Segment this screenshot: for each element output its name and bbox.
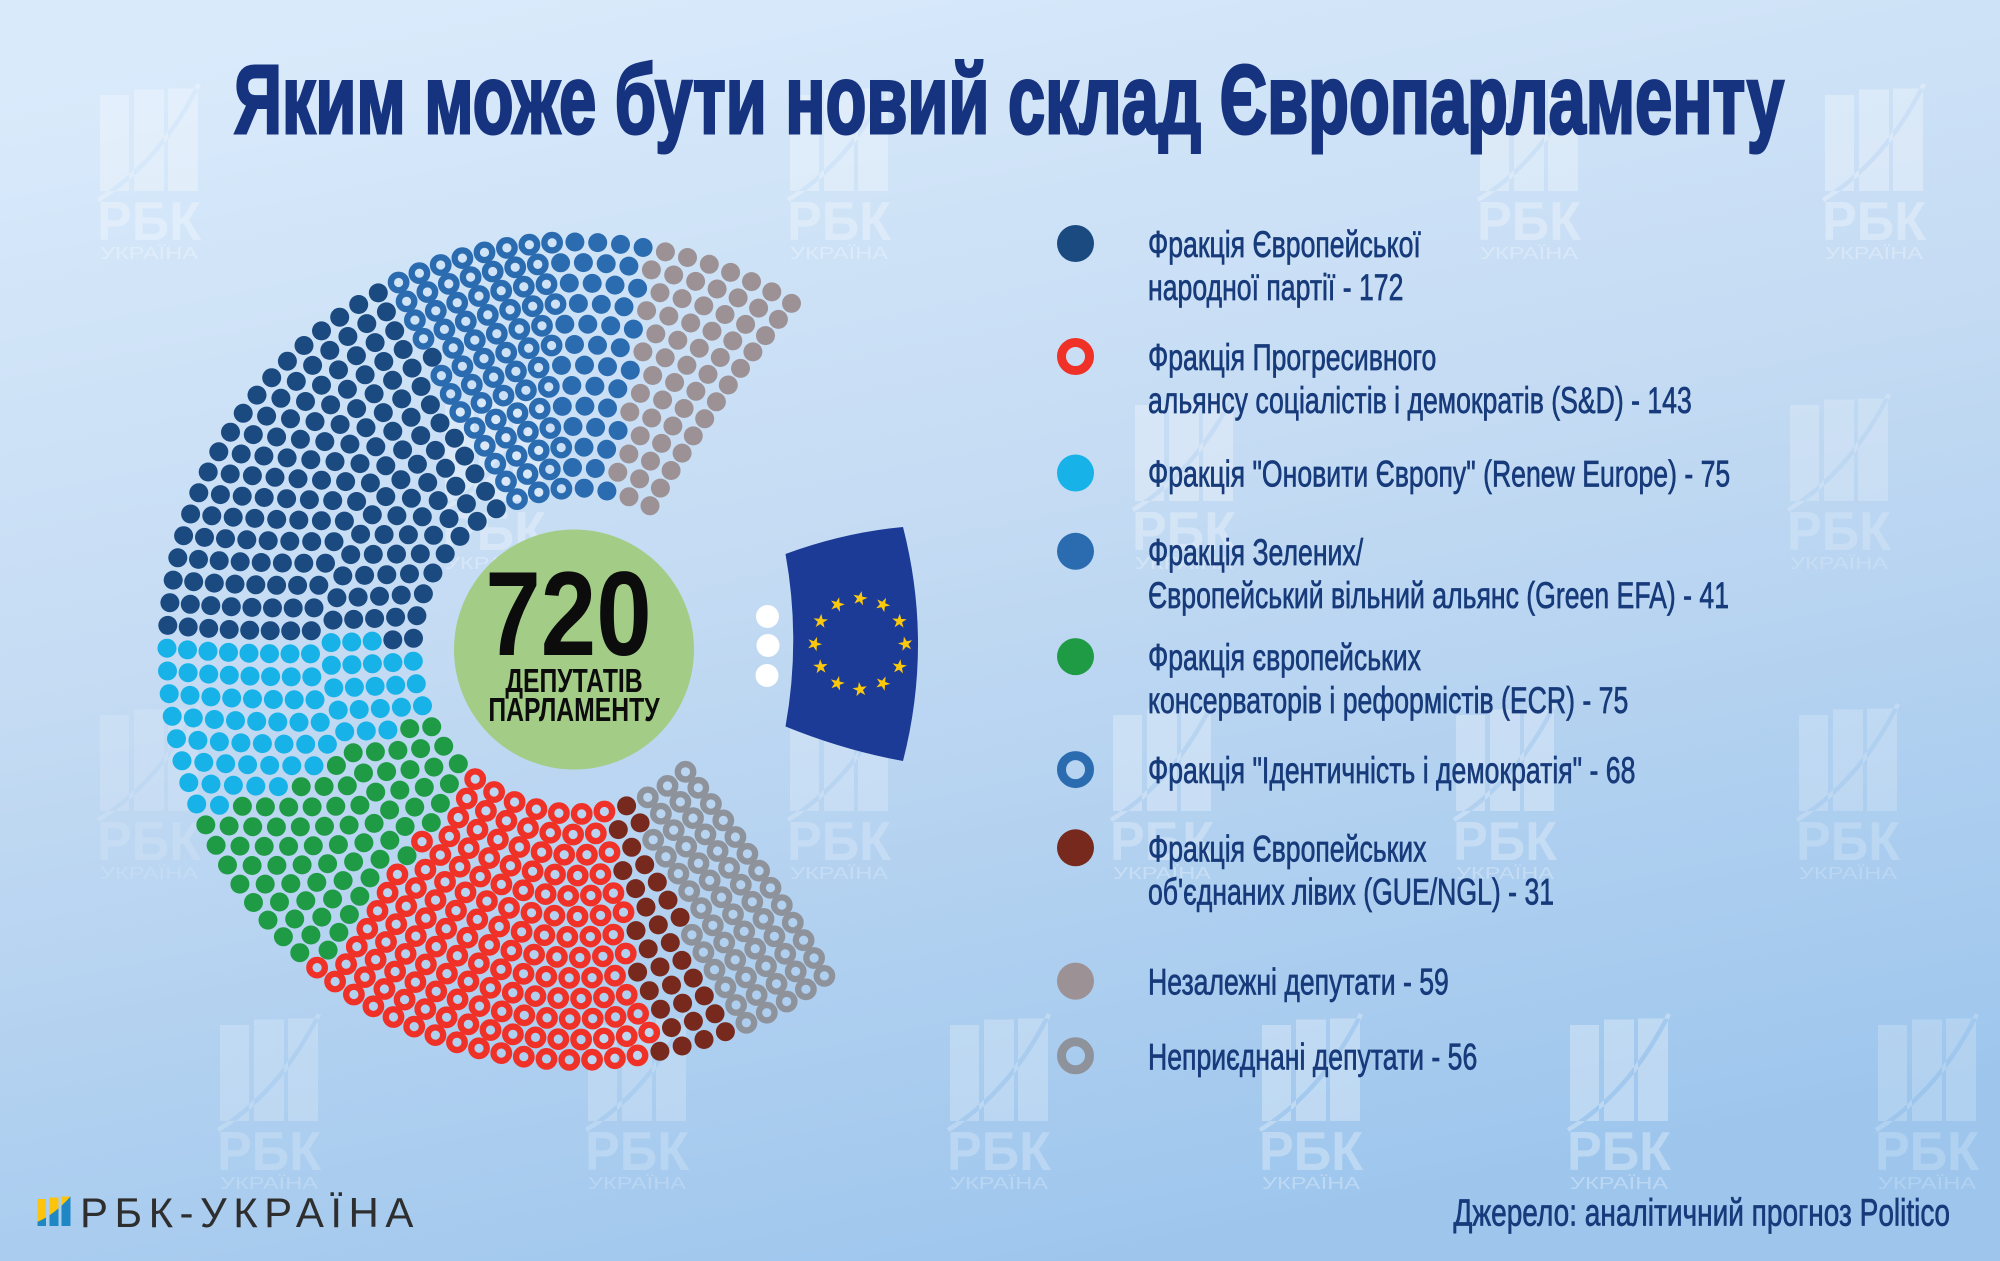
svg-text:альянсу соціалістів і демократ: альянсу соціалістів і демократів (S&D) -… (1148, 380, 1692, 421)
svg-text:Фракція Європейської: Фракція Європейської (1148, 224, 1421, 265)
svg-text:Незалежні депутати - 59: Незалежні депутати - 59 (1148, 961, 1449, 1002)
svg-text:Фракція Європейських: Фракція Європейських (1148, 828, 1426, 869)
svg-text:народної партії - 172: народної партії - 172 (1148, 267, 1403, 308)
svg-text:Неприєднані депутати - 56: Неприєднані депутати - 56 (1148, 1036, 1477, 1077)
svg-text:Фракція Зелених/: Фракція Зелених/ (1148, 532, 1363, 573)
svg-text:Європейський вільний альянс (G: Європейський вільний альянс (Green EFA) … (1148, 575, 1729, 616)
svg-text:консерваторів і реформістів (E: консерваторів і реформістів (ECR) - 75 (1148, 680, 1628, 721)
svg-text:об'єднаних лівих (GUE/NGL) - 3: об'єднаних лівих (GUE/NGL) - 31 (1148, 871, 1554, 912)
svg-text:ДЕПУТАТІВ: ДЕПУТАТІВ (505, 664, 642, 700)
svg-text:Фракція Прогресивного: Фракція Прогресивного (1148, 337, 1436, 378)
svg-text:РБК-УКРАЇНА: РБК-УКРАЇНА (80, 1189, 420, 1236)
svg-text:Джерело: аналітичний прогноз P: Джерело: аналітичний прогноз Politico (1453, 1193, 1950, 1235)
svg-text:720: 720 (485, 547, 651, 681)
svg-text:Фракція європейських: Фракція європейських (1148, 637, 1421, 678)
svg-text:Фракція "Ідентичність і демокр: Фракція "Ідентичність і демократія" - 68 (1148, 750, 1635, 791)
svg-text:Яким може бути новий склад Євр: Яким може бути новий склад Європарламент… (234, 46, 1784, 154)
svg-text:Фракція "Оновити Європу" (Rene: Фракція "Оновити Європу" (Renew Europe) … (1148, 453, 1730, 494)
svg-text:ПАРЛАМЕНТУ: ПАРЛАМЕНТУ (488, 693, 660, 729)
